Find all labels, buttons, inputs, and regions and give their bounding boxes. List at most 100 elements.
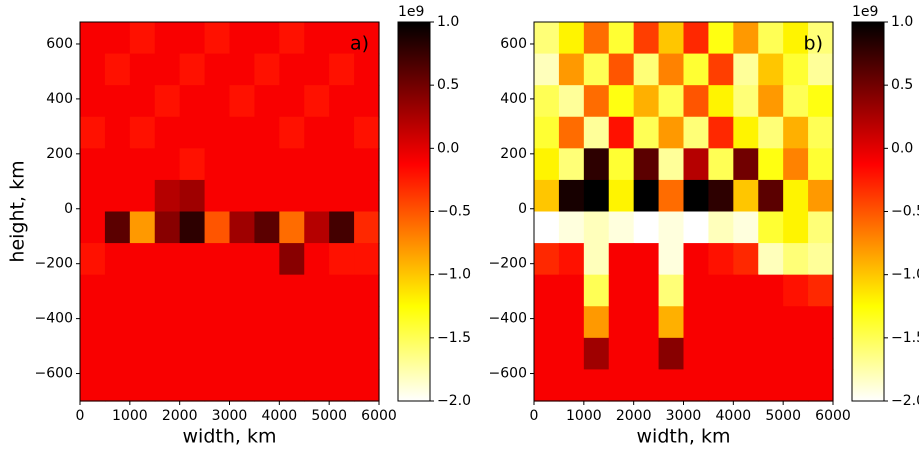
heatmap-cell [558,337,585,371]
heatmap-cell [808,274,834,307]
heatmap-cell [808,85,834,118]
heatmap-cell [808,53,834,86]
heatmap-cell [633,274,660,307]
heatmap-cell [104,243,131,276]
heatmap-cell [758,274,784,307]
heatmap-cell [758,22,784,55]
heatmap-cell [154,85,181,118]
heatmap-cell [708,179,734,213]
heatmap-cell [783,53,809,86]
heatmap-cell [708,211,734,244]
heatmap-cell [683,243,710,276]
heatmap-cell [179,148,206,181]
colorbar [397,21,431,402]
heatmap-cell [179,274,206,307]
heatmap-cell [204,306,231,339]
heatmap-cell [583,211,610,244]
heatmap-cell [229,274,256,307]
heatmap-cell [254,274,280,307]
heatmap-cell [534,369,560,402]
heatmap-cell [808,148,834,181]
heatmap-cell [354,274,380,307]
heatmap-cell [279,243,305,276]
heatmap-cell [254,148,280,181]
heatmap-cell [633,211,660,244]
colorbar-tick-label: 0.5 [437,77,459,93]
heatmap-cell [733,53,759,86]
heatmap-cell [304,211,330,244]
y-tick-label: 400 [500,91,527,107]
heatmap-cell [104,211,131,244]
heatmap-cell [733,148,759,181]
heatmap-cell [633,53,660,86]
x-tick-label: 0 [76,408,85,424]
heatmap-cell [808,337,834,371]
heatmap-cell [758,211,784,244]
heatmap-cell [329,369,355,402]
heatmap-cell [608,306,635,339]
heatmap-cell [758,116,784,149]
heatmap-cell [304,337,330,371]
colorbar-tick-label: 0.0 [891,140,913,156]
heatmap-cell [534,211,560,244]
heatmap-cell [329,211,355,244]
heatmap-cell [534,274,560,307]
heatmap-cell [583,337,610,371]
heatmap-cell [204,179,231,213]
heatmap-cell [104,306,131,339]
heatmap-cell [254,306,280,339]
heatmap-cell [104,53,131,86]
heatmap-cell [254,211,280,244]
heatmap-cell [279,53,305,86]
heatmap-cell [633,116,660,149]
x-tick-label: 3000 [666,408,702,424]
heatmap-cell [154,211,181,244]
heatmap-cell [329,53,355,86]
heatmap-cell [608,243,635,276]
heatmap-cell [254,22,280,55]
heatmap-cell [279,22,305,55]
heatmap-cell [80,306,106,339]
heatmap-cell [254,53,280,86]
heatmap-cell [633,306,660,339]
heatmap-cell [354,179,380,213]
heatmap-cell [154,337,181,371]
heatmap-cell [204,337,231,371]
heatmap-cell [558,211,585,244]
heatmap-cell [783,274,809,307]
heatmap-cell [583,243,610,276]
heatmap-cell [733,211,759,244]
colorbar-offset-label: 1e9 [398,4,424,20]
heatmap-cell [658,116,685,149]
heatmap-cell [179,369,206,402]
heatmap-cell [583,369,610,402]
heatmap-cell [758,53,784,86]
heatmap-cell [758,85,784,118]
heatmap-cell [708,53,734,86]
y-tick-label: −200 [35,256,73,272]
heatmap-cell [204,116,231,149]
x-tick-label: 4000 [716,408,752,424]
x-tick-label: 3000 [212,408,248,424]
y-tick-label: −200 [489,256,527,272]
heatmap-cell [708,85,734,118]
heatmap-cell [229,179,256,213]
y-tick-label: 600 [500,36,527,52]
heatmap-cell [354,369,380,402]
heatmap-cell [534,306,560,339]
heatmap-cell [733,116,759,149]
heatmap-cell [633,148,660,181]
heatmap-cell [279,148,305,181]
heatmap-cell [204,211,231,244]
heatmap-cell [658,243,685,276]
heatmap-cell [658,211,685,244]
heatmap-cell [304,369,330,402]
heatmap-cell [154,243,181,276]
heatmap-cell [708,274,734,307]
heatmap-cell [658,337,685,371]
heatmap-cell [154,53,181,86]
heatmap-cell [608,22,635,55]
heatmap-cell [758,243,784,276]
colorbar-tick-label: −2.0 [891,393,919,409]
heatmap-cell [80,211,106,244]
